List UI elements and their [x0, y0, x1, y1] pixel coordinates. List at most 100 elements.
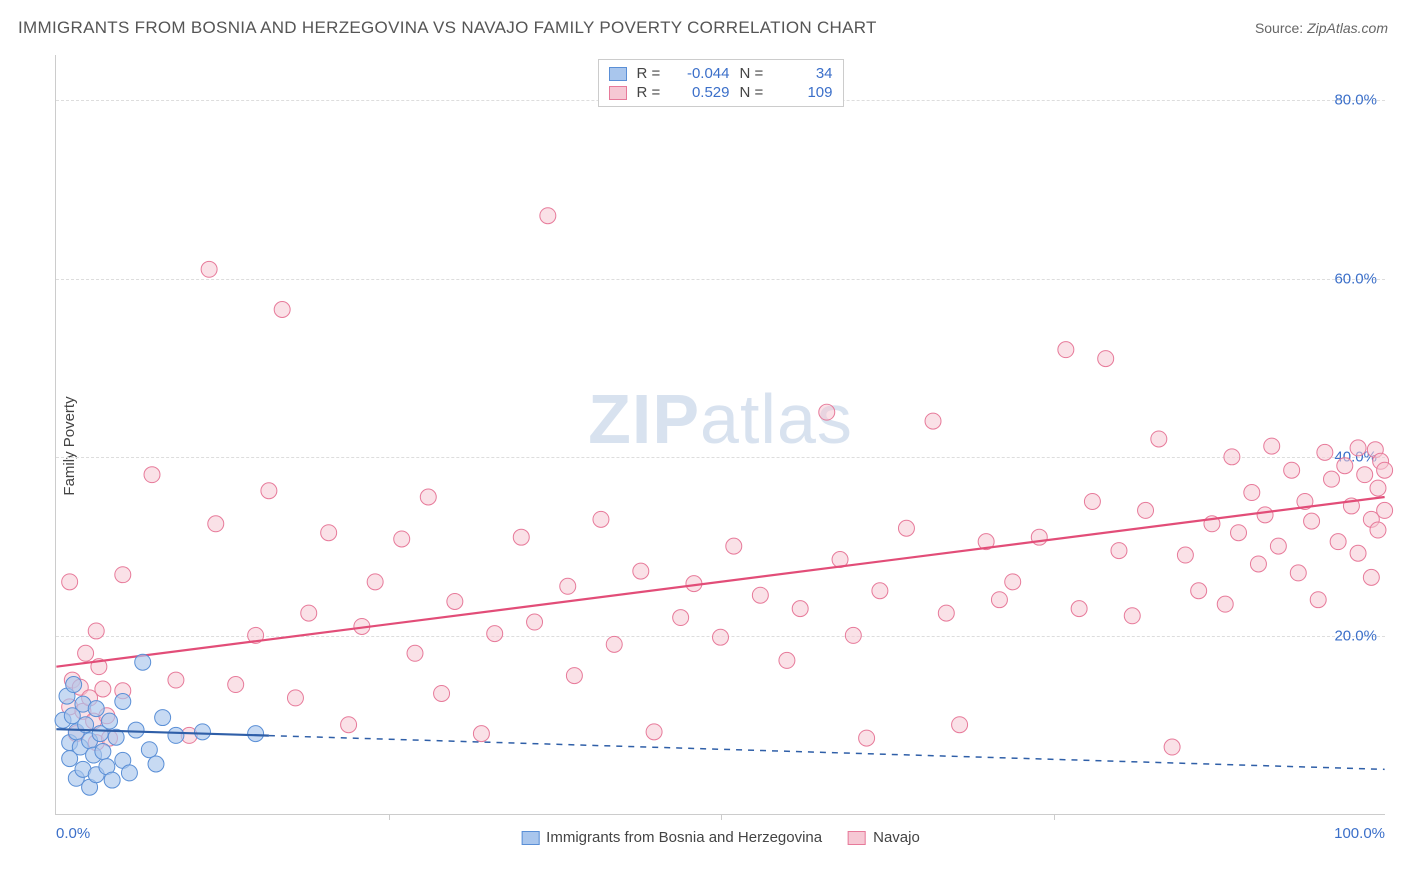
data-point — [1257, 507, 1273, 523]
data-point — [1377, 462, 1393, 478]
data-point — [726, 538, 742, 554]
data-point — [713, 629, 729, 645]
data-point — [155, 710, 171, 726]
data-point — [104, 772, 120, 788]
data-point — [646, 724, 662, 740]
data-point — [1250, 556, 1266, 572]
data-point — [121, 765, 137, 781]
data-point — [1370, 522, 1386, 538]
data-point — [407, 645, 423, 661]
chart-title: IMMIGRANTS FROM BOSNIA AND HERZEGOVINA V… — [18, 18, 877, 38]
data-point — [274, 301, 290, 317]
source-attribution: Source: ZipAtlas.com — [1255, 20, 1388, 36]
x-tick-start: 0.0% — [56, 825, 90, 842]
source-value: ZipAtlas.com — [1307, 20, 1388, 36]
data-point — [752, 587, 768, 603]
data-point — [1138, 502, 1154, 518]
swatch-series-b — [609, 86, 627, 100]
r-value-a: -0.044 — [675, 65, 730, 82]
legend-item-b: Navajo — [848, 829, 920, 846]
plot-area: ZIPatlas 20.0%40.0%60.0%80.0% 0.0% 100.0… — [55, 55, 1385, 815]
r-value-b: 0.529 — [675, 84, 730, 101]
legend-item-a: Immigrants from Bosnia and Herzegovina — [521, 829, 822, 846]
data-point — [938, 605, 954, 621]
data-point — [128, 722, 144, 738]
data-point — [420, 489, 436, 505]
data-point — [527, 614, 543, 630]
data-point — [792, 601, 808, 617]
data-point — [1304, 513, 1320, 529]
x-tickmark — [1054, 814, 1055, 820]
trend-line-dashed — [269, 736, 1385, 770]
data-point — [168, 727, 184, 743]
legend-stats: R = -0.044 N = 34 R = 0.529 N = 109 — [598, 59, 844, 107]
data-point — [1330, 534, 1346, 550]
data-point — [1350, 545, 1366, 561]
scatter-plot-svg — [56, 55, 1385, 814]
data-point — [115, 567, 131, 583]
r-label: R = — [637, 84, 665, 101]
source-label: Source: — [1255, 20, 1303, 36]
n-value-a: 34 — [778, 65, 833, 82]
data-point — [141, 742, 157, 758]
legend-series: Immigrants from Bosnia and Herzegovina N… — [521, 829, 920, 846]
data-point — [1357, 467, 1373, 483]
data-point — [487, 626, 503, 642]
swatch-series-a-icon — [521, 831, 539, 845]
data-point — [872, 583, 888, 599]
data-point — [1005, 574, 1021, 590]
data-point — [148, 756, 164, 772]
data-point — [228, 677, 244, 693]
data-point — [1224, 449, 1240, 465]
x-tick-end: 100.0% — [1334, 825, 1385, 842]
data-point — [606, 636, 622, 652]
series-b-name: Navajo — [873, 829, 920, 846]
data-point — [88, 701, 104, 717]
data-point — [394, 531, 410, 547]
data-point — [447, 593, 463, 609]
chart-header: IMMIGRANTS FROM BOSNIA AND HERZEGOVINA V… — [18, 18, 1388, 38]
data-point — [95, 681, 111, 697]
data-point — [1177, 547, 1193, 563]
swatch-series-b-icon — [848, 831, 866, 845]
data-point — [473, 726, 489, 742]
data-point — [287, 690, 303, 706]
data-point — [66, 677, 82, 693]
data-point — [261, 483, 277, 499]
series-a-name: Immigrants from Bosnia and Herzegovina — [546, 829, 822, 846]
data-point — [1071, 601, 1087, 617]
data-point — [201, 261, 217, 277]
data-point — [434, 685, 450, 701]
data-point — [1151, 431, 1167, 447]
data-point — [1270, 538, 1286, 554]
data-point — [102, 713, 118, 729]
data-point — [1324, 471, 1340, 487]
data-point — [1370, 480, 1386, 496]
data-point — [367, 574, 383, 590]
data-point — [1363, 569, 1379, 585]
legend-stats-row-b: R = 0.529 N = 109 — [609, 83, 833, 102]
data-point — [1058, 342, 1074, 358]
data-point — [144, 467, 160, 483]
data-point — [819, 404, 835, 420]
data-point — [115, 693, 131, 709]
data-point — [1124, 608, 1140, 624]
data-point — [952, 717, 968, 733]
data-point — [248, 726, 264, 742]
n-label: N = — [740, 84, 768, 101]
data-point — [1284, 462, 1300, 478]
legend-stats-row-a: R = -0.044 N = 34 — [609, 64, 833, 83]
data-point — [925, 413, 941, 429]
data-point — [1244, 485, 1260, 501]
data-point — [1111, 543, 1127, 559]
data-point — [135, 654, 151, 670]
n-label: N = — [740, 65, 768, 82]
data-point — [633, 563, 649, 579]
data-point — [1231, 525, 1247, 541]
data-point — [593, 511, 609, 527]
data-point — [513, 529, 529, 545]
data-point — [1264, 438, 1280, 454]
data-point — [194, 724, 210, 740]
x-tickmark — [721, 814, 722, 820]
r-label: R = — [637, 65, 665, 82]
